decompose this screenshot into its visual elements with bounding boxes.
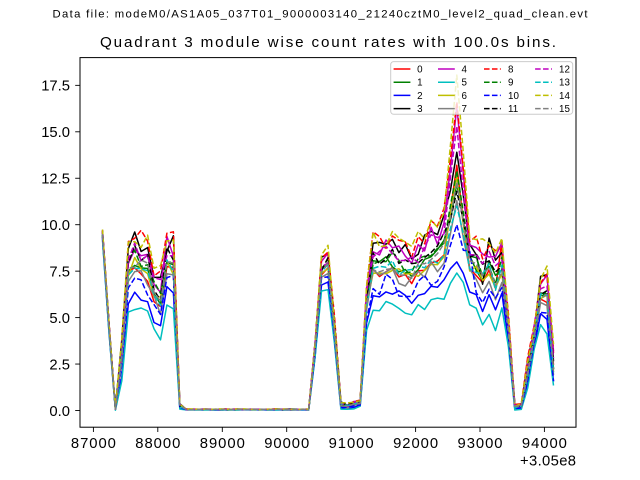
svg-text:11: 11: [508, 104, 518, 115]
svg-text:2: 2: [417, 91, 422, 102]
svg-text:15.0: 15.0: [41, 125, 70, 141]
svg-text:Data file: modeM0/AS1A05_037T0: Data file: modeM0/AS1A05_037T01_90000031…: [53, 9, 589, 21]
svg-text:90000: 90000: [264, 436, 309, 452]
svg-text:14: 14: [559, 91, 570, 102]
svg-text:13: 13: [559, 78, 570, 89]
svg-text:17.5: 17.5: [41, 79, 70, 95]
svg-text:94000: 94000: [522, 436, 567, 452]
svg-text:Quadrant 3 module wise count r: Quadrant 3 module wise count rates with …: [100, 34, 556, 51]
svg-text:5.0: 5.0: [49, 311, 70, 327]
svg-text:92000: 92000: [393, 436, 438, 452]
svg-text:15: 15: [559, 104, 570, 115]
svg-text:8: 8: [508, 64, 514, 75]
svg-text:6: 6: [462, 91, 468, 102]
svg-text:10.0: 10.0: [41, 218, 70, 234]
svg-text:+3.05e8: +3.05e8: [520, 454, 576, 470]
svg-text:2.5: 2.5: [49, 357, 70, 373]
svg-text:88000: 88000: [135, 436, 180, 452]
svg-text:93000: 93000: [458, 436, 503, 452]
svg-text:3: 3: [417, 104, 423, 115]
svg-text:9: 9: [508, 78, 513, 89]
svg-text:1: 1: [417, 78, 422, 89]
svg-text:7: 7: [462, 104, 467, 115]
svg-text:89000: 89000: [200, 436, 245, 452]
svg-text:12.5: 12.5: [41, 172, 70, 188]
svg-text:5: 5: [462, 78, 468, 89]
svg-text:4: 4: [462, 64, 468, 75]
svg-text:91000: 91000: [329, 436, 374, 452]
svg-text:10: 10: [508, 91, 519, 102]
svg-text:87000: 87000: [71, 436, 116, 452]
svg-text:0.0: 0.0: [49, 404, 70, 420]
svg-text:0: 0: [417, 64, 423, 75]
svg-text:7.5: 7.5: [49, 264, 70, 280]
svg-text:12: 12: [559, 64, 570, 75]
